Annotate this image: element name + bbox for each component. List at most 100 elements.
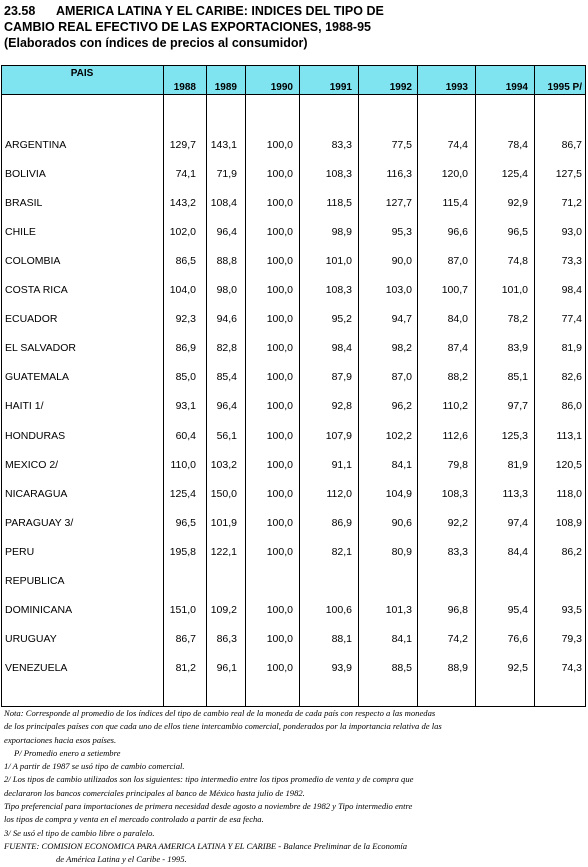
index-value: 100,0 — [266, 226, 293, 238]
index-value: 101,0 — [325, 255, 352, 267]
index-value: 74,8 — [507, 255, 528, 267]
country-name: VENEZUELA — [5, 662, 68, 674]
index-value: 96,5 — [175, 517, 196, 529]
index-value: 71,2 — [561, 197, 582, 209]
index-value: 82,8 — [216, 342, 237, 354]
table-row: COLOMBIA 86,5 88,8 100,0 101,0 90,0 87,0 74,8 73… — [2, 254, 585, 268]
index-value: 92,2 — [447, 517, 468, 529]
index-value: 77,4 — [561, 313, 582, 325]
index-value: 86,7 — [175, 633, 196, 645]
country-name: EL SALVADOR — [5, 342, 76, 354]
index-value: 74,3 — [561, 662, 582, 674]
index-value: 88,1 — [331, 633, 352, 645]
index-value: 76,6 — [507, 633, 528, 645]
index-value: 98,9 — [331, 226, 352, 238]
index-value: 82,6 — [561, 371, 582, 383]
title-line-2: CAMBIO REAL EFECTIVO DE LAS EXPORTACIONE… — [4, 20, 371, 34]
index-value: 56,1 — [216, 430, 237, 442]
note-line: de los principales países con que cada u… — [4, 721, 442, 732]
index-value: 96,2 — [391, 400, 412, 412]
index-value: 100,0 — [266, 342, 293, 354]
index-value: 100,0 — [266, 371, 293, 383]
title-line-1: 23.58 AMERICA LATINA Y EL CARIBE: INDICES… — [4, 3, 584, 19]
column-separator — [206, 66, 207, 706]
note-line: Nota: Corresponde al promedio de los índ… — [4, 708, 436, 718]
index-value: 118,0 — [556, 488, 583, 500]
index-value: 95,3 — [391, 226, 412, 238]
country-name: BOLIVIA — [5, 168, 46, 180]
index-value: 100,0 — [266, 255, 293, 267]
index-value: 94,7 — [391, 313, 412, 325]
index-value: 110,0 — [170, 459, 197, 471]
index-value: 96,4 — [216, 226, 237, 238]
index-value: 100,0 — [266, 284, 293, 296]
index-value: 115,4 — [442, 197, 469, 209]
index-value: 74,2 — [447, 633, 468, 645]
index-value: 93,1 — [175, 400, 196, 412]
index-value: 88,9 — [447, 662, 468, 674]
index-value: 83,3 — [447, 546, 468, 558]
index-value: 100,0 — [266, 517, 293, 529]
index-value: 143,1 — [210, 139, 237, 151]
index-value: 103,2 — [210, 459, 237, 471]
index-value: 100,0 — [266, 546, 293, 558]
index-value: 71,9 — [216, 168, 237, 180]
index-value: 100,0 — [266, 168, 293, 180]
index-value: 113,1 — [556, 430, 583, 442]
note-preliminary: P/ Promedio enero a setiembre — [14, 747, 121, 758]
column-separator — [299, 66, 300, 706]
index-value: 120,5 — [555, 459, 582, 471]
index-value: 86,0 — [561, 400, 582, 412]
index-value: 100,0 — [266, 400, 293, 412]
index-value: 86,9 — [175, 342, 196, 354]
index-value: 80,9 — [391, 546, 412, 558]
index-value: 86,2 — [561, 546, 582, 558]
table-row: GUATEMALA 85,0 85,4 100,0 87,9 87,0 88,2 85,1 82… — [2, 370, 585, 384]
data-table: PAIS 1988 1989 1990 1991 1992 1993 1994 1995 P/… — [1, 65, 586, 707]
index-value: 100,0 — [266, 488, 293, 500]
index-value: 87,4 — [447, 342, 468, 354]
index-value: 195,8 — [169, 546, 196, 558]
column-separator — [417, 66, 418, 706]
index-value: 83,3 — [331, 139, 352, 151]
index-value: 83,9 — [507, 342, 528, 354]
index-value: 97,7 — [507, 400, 528, 412]
header-year: 1994 — [505, 82, 528, 93]
index-value: 96,4 — [216, 400, 237, 412]
header-year: 1988 — [173, 82, 196, 93]
index-value: 129,7 — [169, 139, 196, 151]
index-value: 103,0 — [385, 284, 412, 296]
index-value: 143,2 — [169, 197, 196, 209]
country-name: PERU — [5, 546, 35, 558]
index-value: 96,1 — [216, 662, 237, 674]
index-value: 127,5 — [555, 168, 582, 180]
index-value: 88,2 — [447, 371, 468, 383]
index-value: 78,2 — [507, 313, 528, 325]
index-value: 88,5 — [391, 662, 412, 674]
note-1: 1/ A partir de 1987 se usó tipo de cambi… — [4, 761, 185, 772]
table-row: CHILE 102,0 96,4 100,0 98,9 95,3 96,6 96,5 93,0 — [2, 225, 585, 239]
table-row: NICARAGUA 125,4 150,0 100,0 112,0 104,9 108,3 1… — [2, 487, 585, 501]
index-value: 100,0 — [266, 459, 293, 471]
header-year: 1992 — [389, 82, 412, 93]
index-value: 74,4 — [447, 139, 468, 151]
table-number: 23.58 — [4, 4, 36, 18]
index-value: 84,4 — [507, 546, 528, 558]
country-name: NICARAGUA — [5, 488, 68, 500]
country-name: CHILE — [5, 226, 36, 238]
index-value: 101,0 — [501, 284, 528, 296]
index-value: 102,2 — [385, 430, 412, 442]
index-value: 116,3 — [386, 168, 413, 180]
index-value: 93,0 — [561, 226, 582, 238]
column-separator — [534, 66, 535, 706]
index-value: 125,4 — [169, 488, 196, 500]
index-value: 102,0 — [169, 226, 196, 238]
table-row: PARAGUAY 3/96,5 101,9 100,0 86,9 90,6 92,2 97,… — [2, 516, 585, 530]
column-separator — [245, 66, 246, 706]
index-value: 100,0 — [266, 633, 293, 645]
country-name: COLOMBIA — [5, 255, 61, 267]
title-text-1: AMERICA LATINA Y EL CARIBE: INDICES DEL … — [56, 4, 384, 18]
column-separator — [358, 66, 359, 706]
column-separator — [475, 66, 476, 706]
index-value: 85,4 — [216, 371, 237, 383]
